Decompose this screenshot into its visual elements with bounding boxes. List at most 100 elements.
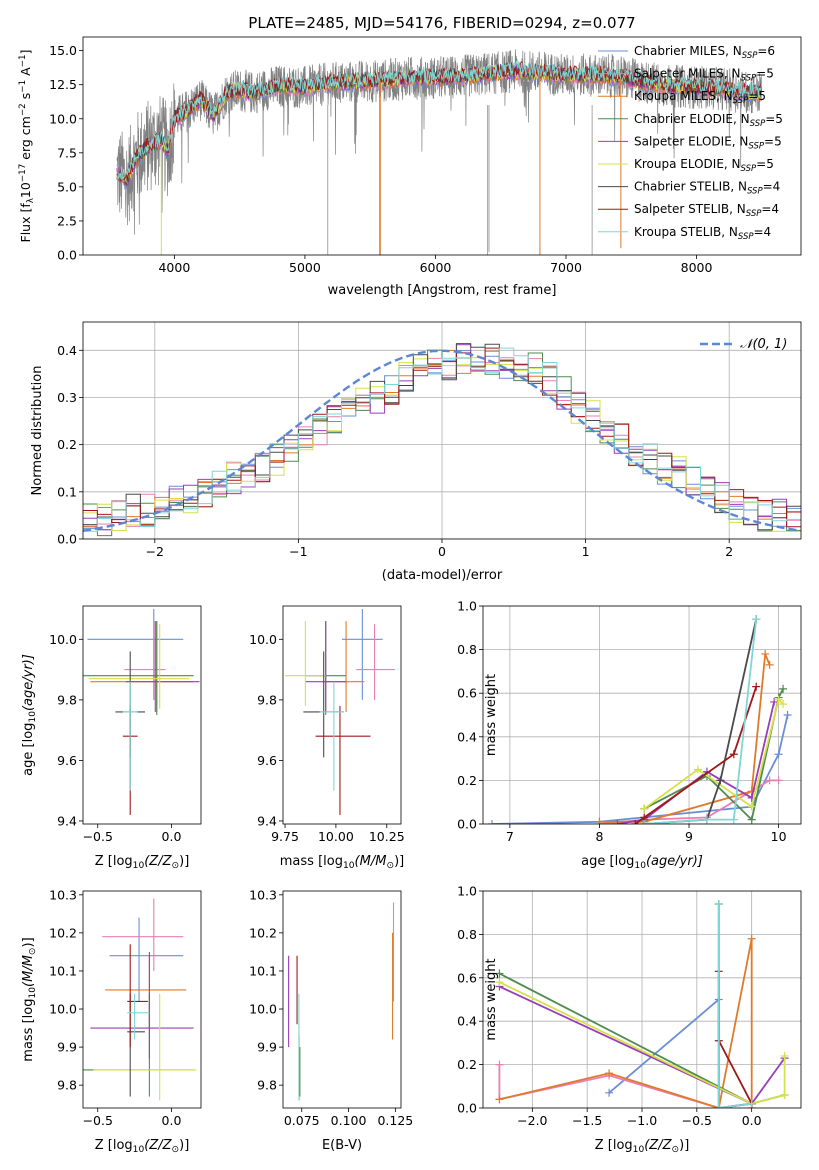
weight-marker xyxy=(747,1099,756,1108)
plot-area xyxy=(116,49,763,255)
y-tick-label: 10.0 xyxy=(249,1002,277,1017)
label-part: Z [log xyxy=(595,1138,633,1153)
label-part: mass [log xyxy=(280,854,343,869)
label-part: )] xyxy=(179,1138,189,1153)
axes-frame xyxy=(482,890,802,1109)
y-tick-label: 0.8 xyxy=(457,642,477,657)
legend-label-suffix: =5 xyxy=(756,67,774,81)
weight-marker xyxy=(765,660,774,669)
y-tick-label: 10.0 xyxy=(249,632,277,647)
y-tick-label: 10.1 xyxy=(249,963,277,978)
xlabel-text: Z [log10(Z/Z⊙)] xyxy=(95,854,190,871)
weight-marker xyxy=(783,711,792,719)
label-part: 10 xyxy=(633,1145,645,1155)
legend-label-text: Chabrier ELODIE, N xyxy=(634,112,750,126)
label-part: 10 xyxy=(634,861,646,871)
y-tick-label: 0.8 xyxy=(457,927,477,942)
weight-marker xyxy=(774,695,783,704)
weight-marker xyxy=(714,1104,723,1108)
label-part: 10 xyxy=(133,861,145,871)
axes-frame xyxy=(282,605,402,825)
legend-label-suffix: =5 xyxy=(756,157,774,171)
y-tick-label: 9.9 xyxy=(257,1040,277,1055)
label-part: )] xyxy=(21,937,36,947)
x-tick-label: 7000 xyxy=(550,260,582,275)
plot-area xyxy=(83,609,200,815)
y-tick-label: 2.5 xyxy=(57,213,77,228)
weight-marker xyxy=(702,815,711,824)
x-tick-label: −1.0 xyxy=(627,1113,657,1128)
legend-label-sub: SSP xyxy=(742,51,758,61)
weight-marker xyxy=(747,802,756,811)
y-tick-label: 0.6 xyxy=(457,970,477,985)
label-part: s xyxy=(18,93,33,104)
weight-marker xyxy=(495,969,504,978)
x-tick-label: 0.0 xyxy=(162,829,182,844)
weight-marker xyxy=(780,1090,789,1099)
legend-label-text: Salpeter ELODIE, N xyxy=(634,134,748,148)
weight-marker xyxy=(729,815,738,824)
label-part: age [log xyxy=(581,854,634,869)
legend-label-sub: SSP xyxy=(733,96,749,106)
label-part: (age/yr)] xyxy=(646,854,703,869)
ylabel-text: mass [log10(M/M⊙)] xyxy=(21,937,38,1061)
histogram-kroupa_stelib xyxy=(83,347,801,532)
chart-age_vs_mass: 9.75 10.00 10.25 9.4 9.6 9.8 10.0 mass [log10(M… xyxy=(249,605,405,871)
y-tick-label: 0.0 xyxy=(457,817,477,832)
x-tick-label: 0.0 xyxy=(742,1113,762,1128)
xlabel-text: age [log10(age/yr)] xyxy=(581,854,703,871)
ylabel-text: mass weight xyxy=(484,958,499,1040)
axes-frame xyxy=(282,890,402,1109)
legend-label: Chabrier STELIB, NSSP=4 xyxy=(634,180,780,197)
y-tick-label: 9.6 xyxy=(257,753,277,768)
x-tick-label: 0.0 xyxy=(162,1113,182,1128)
x-tick-label: 10.00 xyxy=(318,829,354,844)
label-part: λ xyxy=(26,198,36,203)
plot-area xyxy=(288,902,395,1101)
x-tick-label: −2.0 xyxy=(517,1113,547,1128)
plot-area xyxy=(83,322,801,539)
weight-marker xyxy=(613,820,622,824)
legend-label: Salpeter STELIB, NSSP=4 xyxy=(634,202,779,219)
legend-label-suffix: =4 xyxy=(761,202,779,216)
weight-marker xyxy=(779,700,788,709)
weight-marker xyxy=(495,1095,504,1104)
y-tick-label: 10.3 xyxy=(49,887,77,902)
legend-label: Chabrier MILES, NSSP=6 xyxy=(634,44,775,61)
weight-marker xyxy=(605,1088,614,1097)
y-tick-label: 10.3 xyxy=(249,887,277,902)
weight-marker xyxy=(595,817,604,824)
label-part: −1 xyxy=(18,80,28,93)
legend-label: Chabrier ELODIE, NSSP=5 xyxy=(634,112,783,129)
label-part: −2 xyxy=(18,103,28,116)
weight-marker xyxy=(779,684,788,693)
y-tick-label: 1.0 xyxy=(457,884,477,899)
legend-label-suffix: =5 xyxy=(764,134,782,148)
label-part: )] xyxy=(179,854,189,869)
legend-label-text: Salpeter MILES, N xyxy=(634,67,741,81)
legend-label-sub: SSP xyxy=(748,141,764,151)
chart-mass_vs_Z: −0.5 0.09.89.910.010.110.210.3Z [log10(Z/… xyxy=(21,887,202,1155)
xlabel-text: (data-model)/error xyxy=(382,568,503,583)
y-tick-label: 0.0 xyxy=(57,248,77,263)
weight-marker xyxy=(495,978,504,987)
label-part: ⊙ xyxy=(28,947,38,955)
x-tick-label: 8000 xyxy=(681,260,713,275)
x-tick-label: 8 xyxy=(595,829,603,844)
weight-marker xyxy=(495,1060,504,1069)
y-tick-label: 9.8 xyxy=(257,1078,277,1093)
label-part: ] xyxy=(18,50,33,55)
xlabel-text: Z [log10(Z/Z⊙)] xyxy=(95,1138,190,1155)
y-tick-label: 5.0 xyxy=(57,179,77,194)
weight-marker xyxy=(780,1051,789,1060)
axes-frame xyxy=(82,321,802,540)
legend-label-text: Kroupa MILES, N xyxy=(634,89,733,103)
label-part: )] xyxy=(394,854,404,869)
weight-marker xyxy=(765,776,774,785)
x-tick-label: 0 xyxy=(438,544,446,559)
x-tick-label: 4000 xyxy=(158,260,190,275)
chart-spectrum: 4000 5000 6000 7000 8000 0.0 2.5 5.0 7.5 10.0 12.5… xyxy=(18,14,802,298)
legend-label-suffix: =4 xyxy=(754,225,772,239)
weight-marker xyxy=(747,815,756,824)
